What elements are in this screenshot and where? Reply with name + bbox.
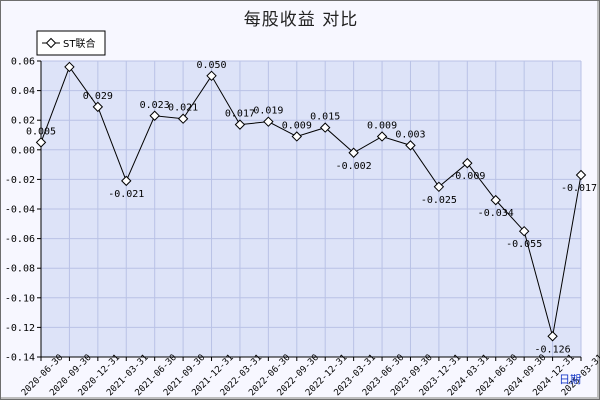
data-point (376, 131, 388, 142)
data-label: -0.034 (478, 208, 514, 219)
data-label: 0.023 (140, 100, 170, 111)
data-point (121, 175, 132, 187)
data-point (462, 157, 473, 169)
y-tick-label: 0.02 (11, 116, 35, 127)
y-tick-label: -0.08 (5, 264, 35, 275)
y-tick-label: -0.14 (5, 353, 35, 364)
data-point (547, 331, 558, 342)
data-label: 0.050 (196, 60, 226, 71)
data-label: -0.009 (449, 171, 485, 182)
data-point (320, 122, 331, 133)
y-tick-label: -0.12 (5, 323, 35, 334)
data-label: -0.126 (535, 344, 571, 355)
y-tick-label: -0.06 (5, 234, 35, 245)
data-label: 0.017 (225, 109, 255, 120)
y-tick-label: -0.02 (5, 175, 35, 186)
x-axis-label: 日期 (559, 373, 581, 386)
data-point (263, 116, 274, 127)
legend-label: ST联合 (63, 37, 95, 50)
y-tick-label: 0.06 (11, 57, 35, 68)
data-point (177, 113, 189, 124)
data-label: 0.029 (83, 91, 113, 102)
data-point (234, 119, 246, 130)
data-point (35, 137, 47, 148)
series-line (40, 65, 582, 337)
data-point (405, 140, 416, 151)
data-point (575, 169, 587, 181)
chart-title: 每股收益 对比 (243, 10, 359, 30)
y-tick-label: 0.04 (11, 86, 35, 97)
data-label: 0.003 (395, 129, 425, 140)
data-label: -0.017 (561, 183, 597, 194)
data-point (64, 61, 75, 73)
data-point (149, 110, 160, 121)
data-label: 0.005 (26, 126, 56, 137)
data-point (291, 131, 302, 142)
data-point (206, 70, 217, 82)
data-point (92, 101, 104, 113)
y-tick-label: -0.04 (5, 205, 35, 216)
data-label: 0.019 (253, 106, 283, 117)
data-point (348, 147, 359, 158)
y-tick-label: 0.00 (11, 145, 35, 156)
data-point (490, 194, 501, 206)
data-label: -0.002 (336, 161, 372, 172)
data-point (433, 181, 445, 193)
data-label: 0.021 (168, 103, 198, 114)
data-label: 0.009 (282, 120, 312, 131)
data-point (518, 225, 530, 237)
data-label: -0.055 (506, 239, 542, 250)
data-label: 0.009 (367, 120, 397, 131)
legend-marker (45, 37, 57, 49)
data-label: -0.021 (108, 189, 144, 200)
data-label: -0.025 (421, 195, 457, 206)
data-label: 0.015 (310, 112, 340, 123)
y-tick-label: -0.10 (5, 293, 35, 304)
